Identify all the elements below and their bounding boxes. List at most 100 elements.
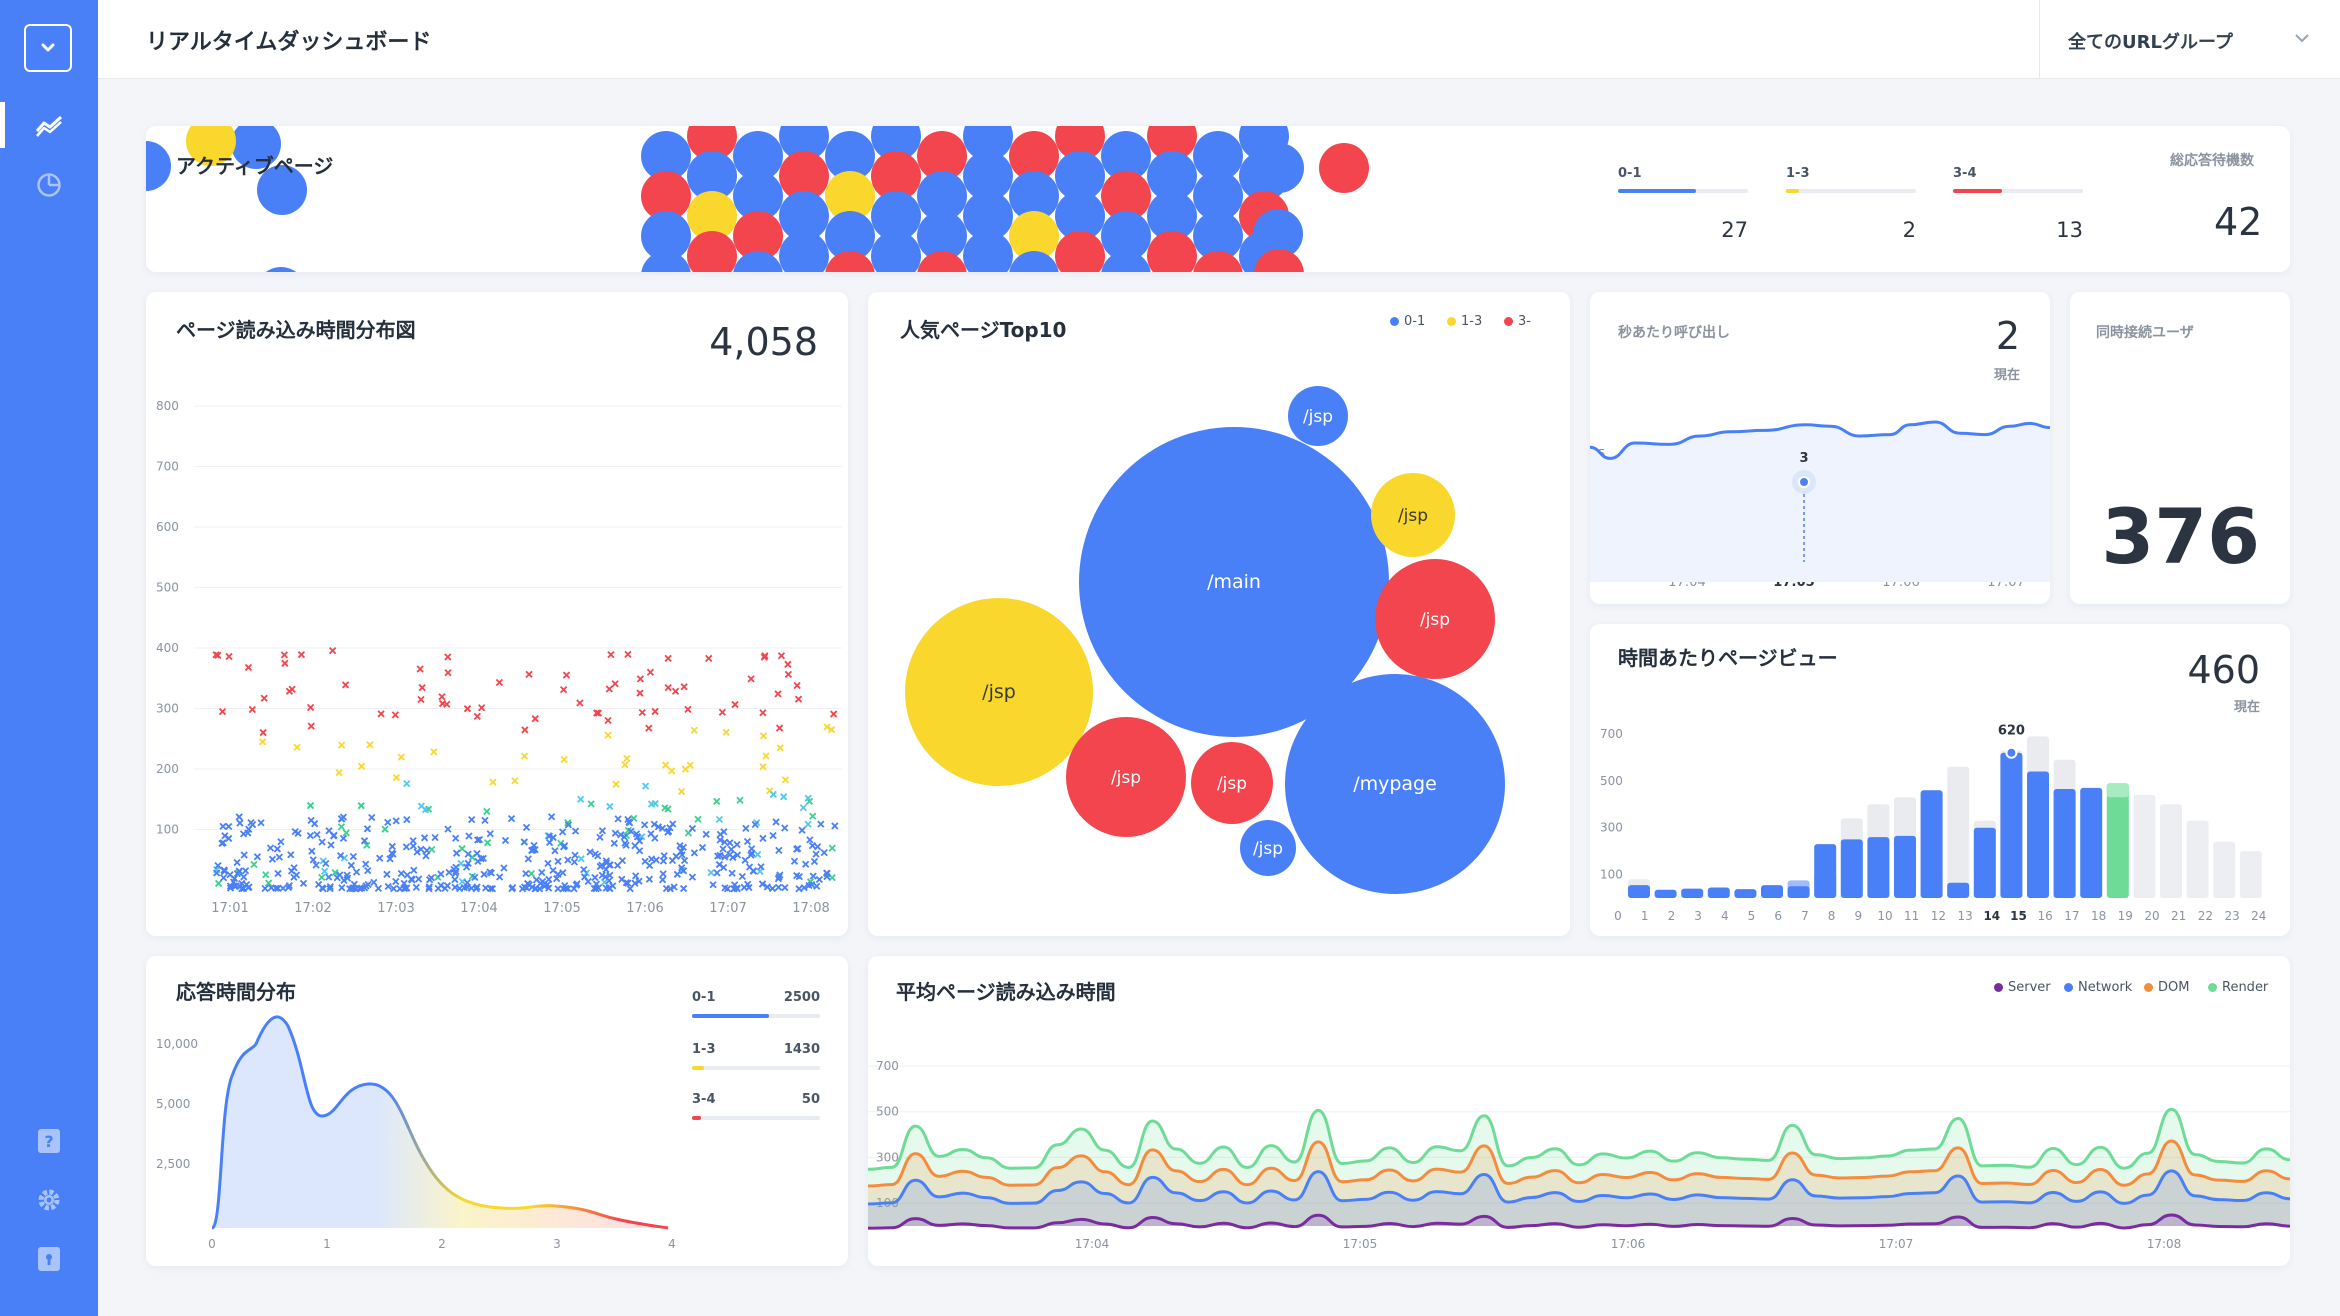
scatter-mark	[580, 865, 588, 874]
scatter-point	[520, 752, 529, 760]
nav-analysis[interactable]	[0, 162, 98, 208]
scatter-point	[500, 864, 508, 872]
top10-bubble	[1066, 717, 1186, 837]
scatter-mark	[427, 874, 435, 882]
scatter-mark	[688, 824, 697, 833]
sidebar-toggle-button[interactable]	[24, 24, 72, 72]
tick-label: 100	[1600, 868, 1623, 882]
scatter-mark	[606, 871, 614, 879]
scatter-point	[290, 864, 298, 872]
scatter-point	[437, 870, 445, 878]
scatter-point	[458, 877, 466, 886]
scatter-mark	[464, 850, 472, 858]
scatter-mark	[720, 863, 728, 872]
scatter-mark	[618, 856, 627, 865]
scatter-point	[759, 732, 768, 740]
scatter-mark	[388, 849, 396, 857]
tick-label: 4	[1721, 909, 1729, 923]
scatter-mark	[340, 854, 349, 862]
scatter-point	[666, 885, 674, 893]
scatter-point	[474, 836, 482, 844]
scatter-point	[544, 859, 552, 868]
scatter-point	[802, 860, 810, 868]
legend-dot	[1390, 317, 1399, 326]
scatter-mark	[235, 867, 243, 875]
active-bubble	[687, 231, 737, 272]
scatter-point	[443, 882, 452, 890]
nav-settings[interactable]	[0, 1177, 98, 1223]
scatter-point	[784, 660, 792, 668]
scatter-mark	[376, 854, 384, 862]
scatter-mark	[360, 837, 369, 845]
scatter-point	[480, 870, 488, 878]
scatter-point	[600, 878, 609, 886]
scatter-mark	[784, 660, 792, 668]
scatter-mark	[618, 875, 626, 883]
scatter-point	[624, 650, 632, 659]
tick-label: 700	[876, 1059, 899, 1073]
scatter-mark	[273, 845, 282, 853]
scatter-point	[343, 874, 352, 882]
scatter-point	[659, 870, 667, 878]
scatter-point	[641, 782, 650, 790]
resp-group-label: 0-1	[692, 990, 716, 1005]
nav-help[interactable]: ?	[0, 1118, 98, 1164]
avg-line	[868, 1169, 2290, 1206]
scatter-point	[580, 865, 588, 874]
active-bubble	[1147, 126, 1197, 161]
scatter-point	[488, 885, 497, 893]
scatter-point	[606, 802, 614, 811]
active-bubble	[1009, 251, 1059, 272]
scatter-mark	[343, 871, 351, 879]
scatter-mark	[602, 859, 611, 867]
pv-bar	[1840, 839, 1863, 898]
scatter-mark	[622, 841, 630, 849]
scatter-point	[664, 827, 673, 835]
resp-group-fill	[692, 1014, 769, 1018]
scatter-point	[266, 844, 275, 852]
active-group-track	[1618, 189, 1748, 193]
users-card: 同時接続ユーザ 376	[2070, 292, 2290, 604]
scatter-point	[496, 873, 504, 881]
active-bubble	[1147, 231, 1197, 272]
scatter-point	[358, 884, 366, 892]
tick-label: 300	[876, 1150, 899, 1164]
scatter-mark	[598, 871, 606, 879]
scatter-point	[676, 842, 684, 850]
scatter-point	[417, 845, 425, 853]
scatter-mark	[287, 851, 295, 859]
nav-account[interactable]	[0, 1236, 98, 1282]
tick-label: 17:01	[211, 901, 248, 916]
scatter-mark	[260, 694, 268, 702]
scatter-mark	[259, 738, 267, 746]
scatter-point	[776, 871, 784, 879]
scatter-point	[564, 856, 572, 864]
scatter-mark	[518, 885, 527, 893]
url-group-select[interactable]: 全てのURLグループ	[2039, 0, 2340, 78]
scatter-point	[654, 823, 662, 831]
resp-dist-card: 応答時間分布 10,000 5,000 2,500 0 1 2 3 4 0-1 2500 1-3 1…	[146, 956, 848, 1266]
scatter-mark	[680, 856, 689, 865]
scatter-mark	[400, 884, 408, 892]
active-bubble	[779, 151, 829, 201]
scatter-point	[377, 710, 385, 718]
active-bubble	[1009, 211, 1059, 261]
scatter-point	[690, 849, 699, 857]
scatter-point	[715, 815, 724, 824]
scatter-point	[702, 830, 710, 838]
nav-realtime[interactable]	[0, 102, 98, 148]
scatter-mark	[777, 652, 786, 660]
scatter-point	[272, 884, 280, 892]
scatter-mark	[664, 805, 672, 813]
tick-label: 1	[323, 1237, 331, 1251]
scatter-point	[520, 838, 529, 846]
scatter-point	[602, 865, 610, 874]
scatter-point	[325, 873, 333, 881]
scatter-mark	[329, 832, 338, 840]
scatter-point	[235, 867, 243, 875]
scatter-mark	[742, 824, 750, 833]
scatter-mark	[728, 869, 736, 877]
scatter-point	[627, 827, 635, 835]
scatter-point	[297, 650, 306, 659]
scatter-mark	[564, 856, 572, 864]
